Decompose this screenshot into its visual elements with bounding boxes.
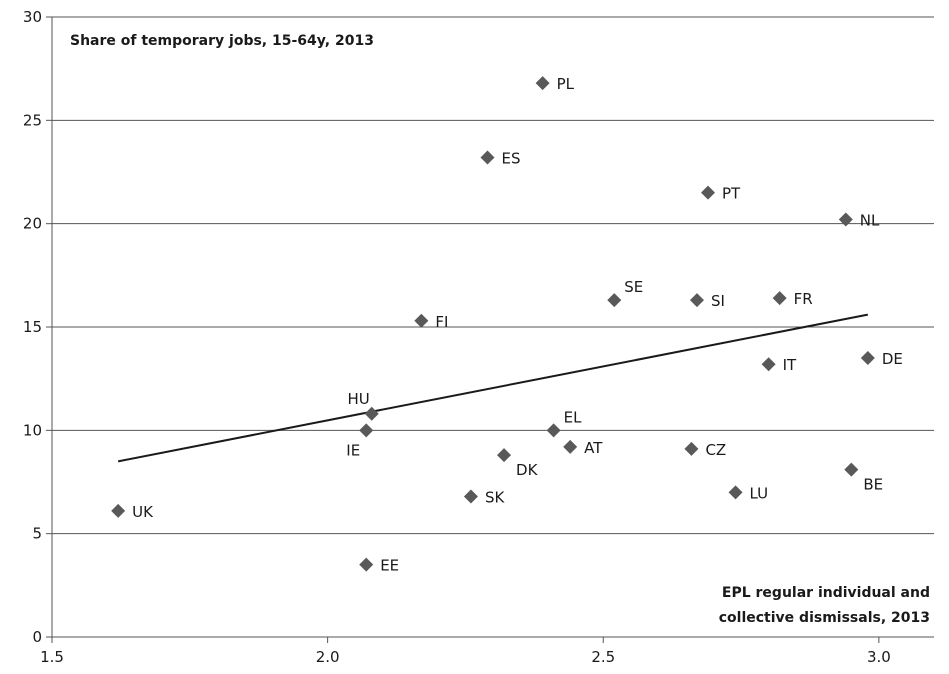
- data-label-ee: EE: [380, 557, 399, 575]
- x-axis-annotation-line1: EPL regular individual and: [722, 585, 930, 601]
- data-point-fi: [414, 313, 429, 328]
- x-axis-annotation-line2: collective dismissals, 2013: [719, 610, 930, 626]
- y-tick-label: 5: [32, 525, 42, 543]
- x-tick-label: 3.0: [867, 648, 891, 666]
- y-axis-annotation: Share of temporary jobs, 15-64y, 2013: [70, 33, 374, 49]
- data-label-pt: PT: [722, 185, 741, 203]
- y-axis-ticks: 0 5 10 15 20 25 30: [23, 8, 52, 646]
- data-label-ie: IE: [346, 441, 360, 459]
- data-point-pt: [700, 185, 715, 200]
- data-point-sk: [463, 489, 478, 504]
- data-point-fr: [772, 291, 787, 306]
- y-tick-label: 25: [23, 111, 42, 129]
- data-label-fi: FI: [435, 313, 448, 331]
- data-point-hu: [364, 406, 379, 421]
- data-point-at: [563, 439, 578, 454]
- data-label-uk: UK: [132, 503, 154, 521]
- y-tick-label: 0: [32, 628, 42, 646]
- data-point-it: [761, 357, 776, 372]
- data-label-hu: HU: [347, 390, 369, 408]
- y-tick-label: 30: [23, 8, 42, 26]
- x-axis-ticks: 1.5 2.0 2.5 3.0: [40, 637, 891, 666]
- data-point-be: [844, 462, 859, 477]
- trendline-group: [117, 313, 869, 463]
- data-point-dk: [497, 448, 512, 463]
- data-point-de: [860, 351, 875, 365]
- data-point-es: [480, 150, 495, 165]
- x-tick-label: 1.5: [40, 648, 64, 666]
- data-label-si: SI: [711, 292, 725, 310]
- data-point-pl: [535, 76, 550, 91]
- data-point-ie: [359, 423, 374, 438]
- data-label-be: BE: [863, 476, 883, 494]
- data-label-de: DE: [882, 350, 903, 368]
- data-label-se: SE: [624, 278, 643, 296]
- data-point-lu: [728, 485, 743, 500]
- gridlines: [52, 16, 934, 535]
- y-tick-label: 10: [23, 421, 42, 439]
- data-point-ee: [359, 557, 374, 572]
- data-label-es: ES: [501, 150, 520, 168]
- data-label-sk: SK: [485, 488, 506, 506]
- data-point-nl: [838, 212, 853, 227]
- y-tick-label: 15: [23, 318, 42, 336]
- trendline: [117, 313, 869, 463]
- data-point-el: [546, 423, 561, 438]
- data-point-cz: [684, 441, 699, 456]
- data-label-at: AT: [584, 439, 603, 457]
- y-tick-label: 20: [23, 215, 42, 233]
- data-label-fr: FR: [794, 290, 813, 308]
- data-label-lu: LU: [750, 484, 769, 502]
- data-point-uk: [111, 503, 126, 518]
- data-label-dk: DK: [516, 461, 539, 479]
- data-label-pl: PL: [557, 75, 575, 93]
- data-label-el: EL: [564, 408, 582, 426]
- data-label-cz: CZ: [705, 441, 726, 459]
- data-point-se: [607, 293, 622, 308]
- data-label-nl: NL: [860, 212, 880, 230]
- data-label-it: IT: [783, 356, 797, 374]
- x-tick-label: 2.5: [591, 648, 615, 666]
- x-tick-label: 2.0: [316, 648, 340, 666]
- data-point-si: [689, 293, 704, 308]
